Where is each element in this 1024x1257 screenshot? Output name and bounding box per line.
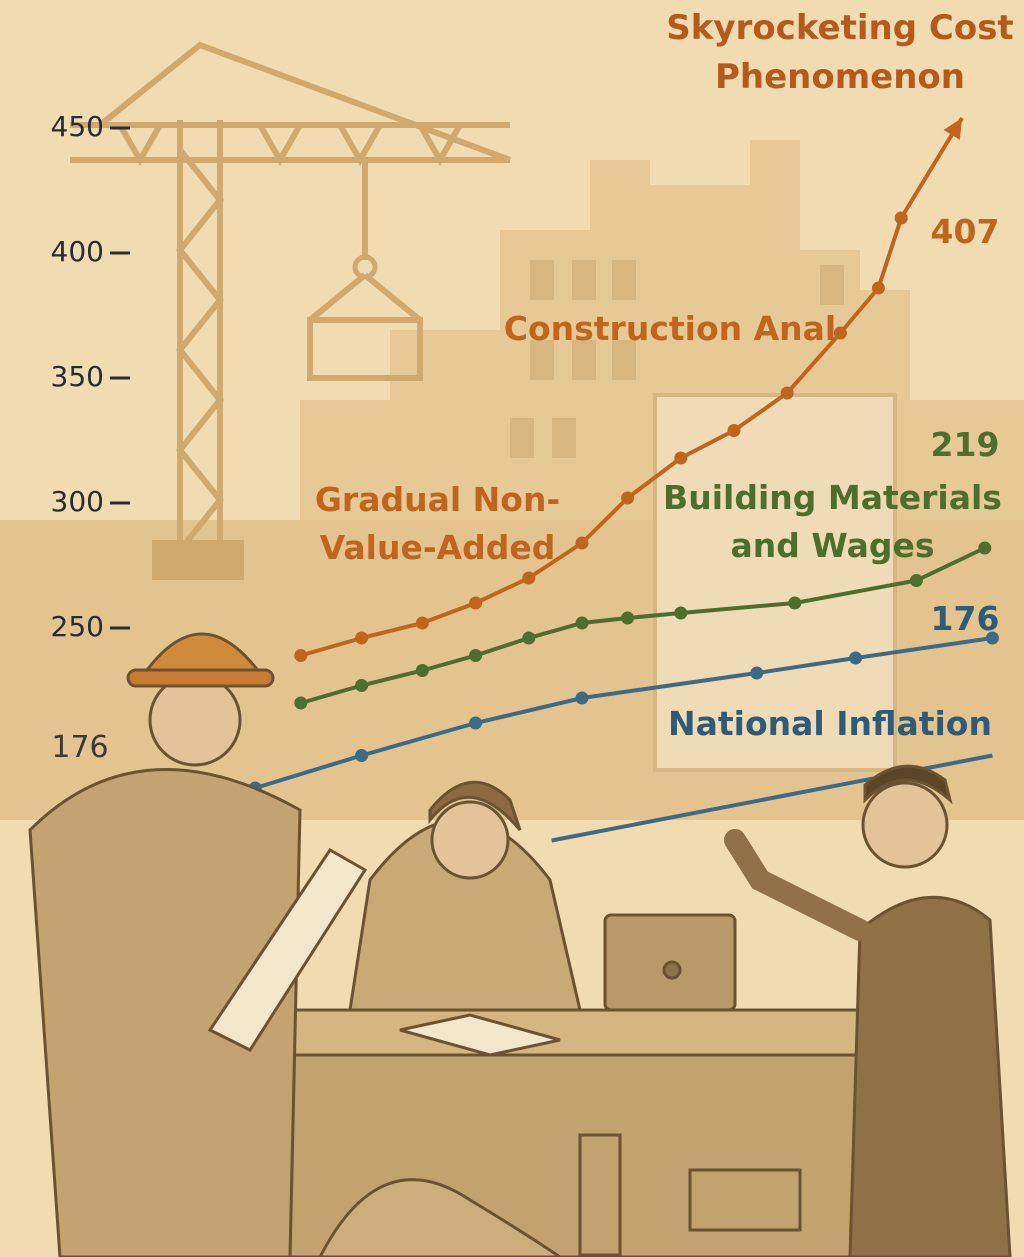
- data-point: [355, 631, 369, 645]
- annotation: 407: [930, 212, 1000, 251]
- series-label: National Inflation: [668, 704, 992, 743]
- y-tick-label: 350: [51, 360, 104, 393]
- data-point: [978, 541, 992, 555]
- data-point: [674, 451, 688, 465]
- y-tick-label: 300: [51, 485, 104, 518]
- data-point: [833, 326, 847, 340]
- data-point: [750, 666, 764, 680]
- data-point: [294, 649, 308, 662]
- y-tick-label: 450: [51, 110, 104, 143]
- data-point: [985, 631, 999, 645]
- series-label: Construction Anal: [503, 309, 837, 348]
- data-point: [674, 606, 688, 620]
- data-point: [355, 749, 369, 762]
- data-point: [894, 211, 908, 225]
- data-point: [522, 631, 536, 645]
- data-point: [469, 649, 483, 662]
- data-point: [780, 386, 794, 400]
- y-tick-label: 400: [51, 235, 104, 268]
- data-point: [522, 571, 536, 585]
- data-point: [849, 651, 863, 665]
- series-label: Building Materials and Wages: [663, 478, 1002, 565]
- data-point: [294, 696, 308, 710]
- data-point: [621, 611, 635, 625]
- series-line: [300, 116, 964, 658]
- data-point: [621, 491, 635, 505]
- data-point: [469, 716, 483, 730]
- data-point: [415, 664, 429, 677]
- chart-title: Skyrocketing Cost Phenomenon: [666, 8, 1014, 98]
- data-point: [575, 691, 589, 705]
- data-point: [415, 616, 429, 630]
- data-point: [788, 596, 802, 610]
- y-tick-label: 250: [51, 610, 104, 643]
- data-point: [727, 424, 741, 437]
- data-point: [871, 281, 885, 295]
- annotation: 219: [930, 425, 1000, 464]
- annotation: Gradual Non-Value-Added: [314, 480, 561, 567]
- data-point: [575, 536, 589, 550]
- annotation: 176: [930, 599, 1000, 638]
- arrow-head: [943, 118, 962, 140]
- foreground-people: [28, 632, 1012, 1257]
- data-point: [355, 679, 369, 692]
- data-point: [469, 596, 483, 610]
- data-point: [575, 616, 589, 630]
- data-point: [909, 574, 923, 587]
- annotation: 176: [51, 730, 109, 765]
